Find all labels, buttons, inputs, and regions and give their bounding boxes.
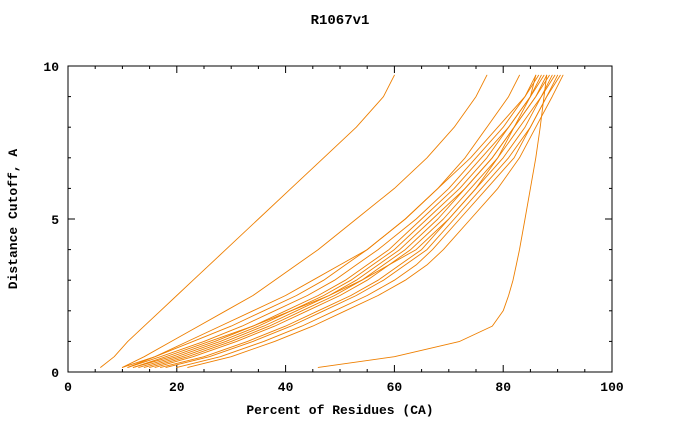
series-line-model-07 (143, 74, 548, 368)
x-tick-label: 100 (600, 380, 624, 395)
series-line-model-08 (149, 74, 550, 368)
series-line-model-02 (121, 74, 488, 368)
series-line-model-11 (165, 74, 559, 368)
x-tick-label: 40 (278, 380, 294, 395)
series-line-model-13 (187, 74, 564, 368)
series-line-model-06 (138, 74, 545, 368)
series-line-model-04 (127, 74, 540, 368)
x-tick-label: 0 (64, 380, 72, 395)
series-line-model-12 (176, 74, 561, 368)
chart-title: R1067v1 (311, 13, 370, 29)
series-line-model-10 (160, 74, 556, 368)
x-tick-label: 80 (495, 380, 511, 395)
series-line-model-01 (100, 74, 395, 368)
plot-area: 0 20 40 60 80 100 0 5 10 (43, 60, 624, 395)
series-line-model-16 (317, 74, 548, 368)
x-tick-label: 60 (387, 380, 403, 395)
y-tick-label: 10 (43, 60, 59, 75)
y-tick-label: 0 (51, 366, 59, 381)
series-line-model-14 (132, 74, 537, 368)
series-line-model-05 (132, 74, 542, 368)
series-line-model-03 (121, 74, 537, 368)
series-line-model-15 (127, 74, 520, 368)
x-tick-label: 20 (169, 380, 185, 395)
x-axis-label: Percent of Residues (CA) (246, 403, 433, 418)
y-tick-label: 5 (51, 213, 59, 228)
y-axis-label: Distance Cutoff, A (6, 149, 21, 290)
